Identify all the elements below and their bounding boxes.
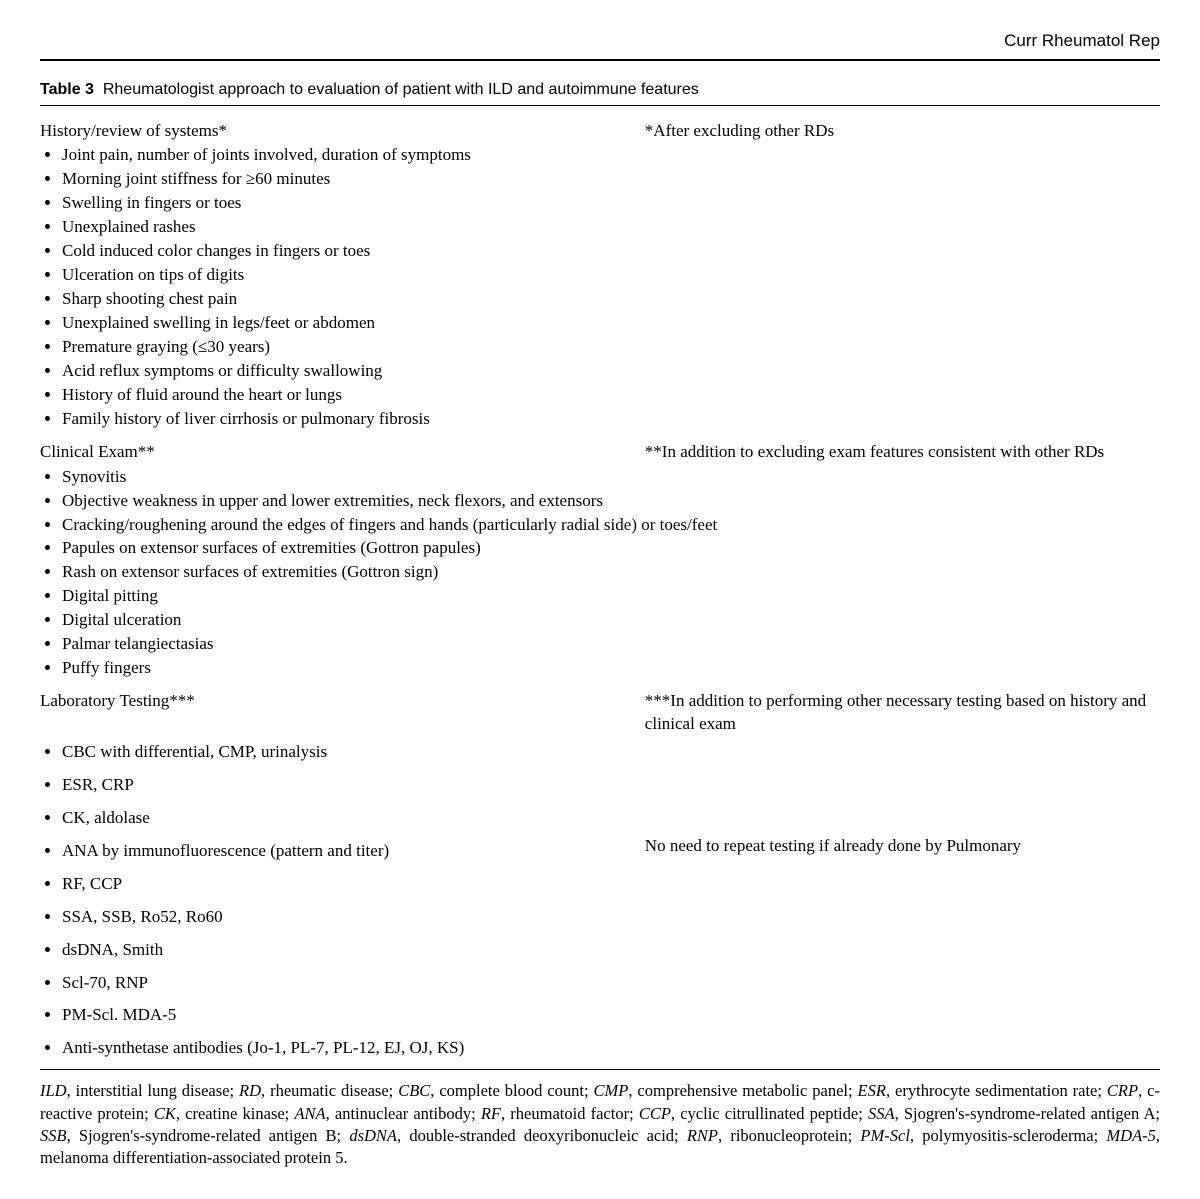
list-item: Ulceration on tips of digits [62, 264, 1160, 287]
abbr-term: MDA-5 [1106, 1126, 1155, 1145]
list-item: Scl-70, RNP [62, 972, 635, 995]
list-item: CK, aldolase [62, 807, 635, 830]
lab-row: RF, CCP [40, 868, 1160, 901]
abbr-term: PM-Scl [860, 1126, 909, 1145]
exam-list: SynovitisObjective weakness in upper and… [40, 466, 1160, 680]
abbr-term: SSB [40, 1126, 67, 1145]
top-rule [40, 59, 1160, 61]
list-item: Palmar telangiectasias [62, 633, 1160, 656]
lab-row-note: No need to repeat testing if already don… [645, 835, 1160, 858]
lab-row: CBC with differential, CMP, urinalysis [40, 736, 1160, 769]
table-label: Table 3 [40, 81, 94, 98]
list-item: RF, CCP [62, 873, 635, 896]
section-history: History/review of systems* *After exclud… [40, 116, 1160, 143]
list-item: Digital pitting [62, 585, 1160, 608]
abbreviations-footnote: ILD, interstitial lung disease; RD, rheu… [40, 1080, 1160, 1169]
lab-row: Scl-70, RNP [40, 967, 1160, 1000]
lab-row: SSA, SSB, Ro52, Ro60 [40, 901, 1160, 934]
abbr-term: dsDNA [349, 1126, 397, 1145]
list-item: PM-Scl. MDA-5 [62, 1004, 635, 1027]
lab-list: CBC with differential, CMP, urinalysis ES… [40, 736, 1160, 1065]
lab-row: PM-Scl. MDA-5 [40, 999, 1160, 1032]
list-item: Objective weakness in upper and lower ex… [62, 490, 1160, 513]
section-exam: Clinical Exam** **In addition to excludi… [40, 437, 1160, 464]
list-item: Rash on extensor surfaces of extremities… [62, 561, 1160, 584]
list-item: Acid reflux symptoms or difficulty swall… [62, 360, 1160, 383]
lab-row: CK, aldolase [40, 802, 1160, 835]
table-title: Table 3 Rheumatologist approach to evalu… [40, 79, 1160, 101]
lab-heading: Laboratory Testing*** [40, 690, 645, 713]
list-item: ANA by immunofluorescence (pattern and t… [62, 840, 635, 863]
list-item: Papules on extensor surfaces of extremit… [62, 537, 1160, 560]
history-note: *After excluding other RDs [645, 120, 1160, 143]
list-item: Synovitis [62, 466, 1160, 489]
list-item: ESR, CRP [62, 774, 635, 797]
list-item: Digital ulceration [62, 609, 1160, 632]
list-item: Sharp shooting chest pain [62, 288, 1160, 311]
lab-row: dsDNA, Smith [40, 934, 1160, 967]
exam-heading: Clinical Exam** [40, 441, 645, 464]
abbr-term: RNP [687, 1126, 718, 1145]
list-item: Joint pain, number of joints involved, d… [62, 144, 1160, 167]
list-item: Unexplained rashes [62, 216, 1160, 239]
bottom-rule [40, 1069, 1160, 1070]
abbr-term: CCP [639, 1104, 671, 1123]
lab-row: Anti-synthetase antibodies (Jo-1, PL-7, … [40, 1032, 1160, 1065]
lab-row: ESR, CRP [40, 769, 1160, 802]
list-item: Swelling in fingers or toes [62, 192, 1160, 215]
journal-name: Curr Rheumatol Rep [40, 30, 1160, 53]
abbr-term: SSA [868, 1104, 895, 1123]
list-item: dsDNA, Smith [62, 939, 635, 962]
list-item: Morning joint stiffness for ≥60 minutes [62, 168, 1160, 191]
abbr-term: RD [239, 1081, 261, 1100]
abbr-term: ILD [40, 1081, 67, 1100]
table-caption: Rheumatologist approach to evaluation of… [103, 81, 699, 98]
list-item: History of fluid around the heart or lun… [62, 384, 1160, 407]
list-item: SSA, SSB, Ro52, Ro60 [62, 906, 635, 929]
abbr-term: CMP [594, 1081, 629, 1100]
section-lab: Laboratory Testing*** ***In addition to … [40, 686, 1160, 736]
list-item: Cold induced color changes in fingers or… [62, 240, 1160, 263]
lab-note: ***In addition to performing other neces… [645, 690, 1160, 736]
abbr-term: CK [154, 1104, 176, 1123]
list-item: CBC with differential, CMP, urinalysis [62, 741, 635, 764]
abbr-term: CRP [1107, 1081, 1138, 1100]
exam-note: **In addition to excluding exam features… [645, 441, 1160, 464]
title-rule [40, 105, 1160, 106]
list-item: Family history of liver cirrhosis or pul… [62, 408, 1160, 431]
abbr-term: ESR [858, 1081, 886, 1100]
list-item: Premature graying (≤30 years) [62, 336, 1160, 359]
list-item: Unexplained swelling in legs/feet or abd… [62, 312, 1160, 335]
abbr-term: RF [481, 1104, 501, 1123]
abbr-term: CBC [398, 1081, 430, 1100]
abbr-term: ANA [294, 1104, 325, 1123]
list-item: Anti-synthetase antibodies (Jo-1, PL-7, … [62, 1037, 635, 1060]
lab-row: ANA by immunofluorescence (pattern and t… [40, 835, 1160, 868]
history-list: Joint pain, number of joints involved, d… [40, 144, 1160, 430]
list-item: Cracking/roughening around the edges of … [62, 514, 1160, 537]
history-heading: History/review of systems* [40, 120, 645, 143]
list-item: Puffy fingers [62, 657, 1160, 680]
